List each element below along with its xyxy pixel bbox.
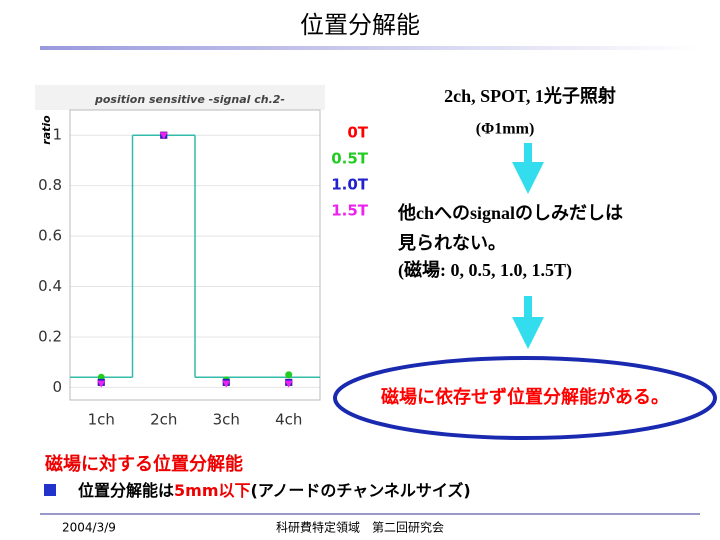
y-tick-label: 0.4: [38, 277, 62, 295]
x-tick-label: 2ch: [150, 411, 177, 429]
point: [97, 380, 106, 388]
y-tick-label: 0.6: [38, 227, 62, 245]
finding: 他chへのsignalのしみだしは: [397, 202, 623, 223]
chart: position sensitive -signal ch.2- ratio 0 0.…: [35, 85, 369, 435]
legend-label: 1.5T: [331, 202, 369, 220]
y-tick-label: 1: [52, 126, 62, 144]
chart-title: position sensitive -signal ch.2-: [94, 93, 285, 106]
x-tick-label: 3ch: [213, 411, 240, 429]
point: [159, 132, 168, 140]
x-tick-label: 1ch: [88, 411, 115, 429]
title-rule: [40, 46, 700, 50]
footer-date: 2004/3/9: [62, 521, 116, 535]
bullet-part: (アノードのチャンネルサイズ): [251, 481, 471, 500]
y-axis-label: ratio: [40, 115, 53, 145]
footer-event: 科研費特定領域 第二回研究会: [276, 520, 444, 535]
bullet-part: 5mm以下: [174, 481, 250, 500]
y-tick-label: 0.2: [38, 327, 62, 345]
plot-frame: [69, 109, 321, 401]
legend-label: 0.5T: [331, 150, 369, 168]
conclusion: 磁場に依存せず位置分解能がある。: [381, 386, 669, 408]
slide-title: 位置分解能: [300, 11, 420, 39]
legend-label: 0T: [347, 124, 368, 142]
point: [284, 380, 293, 388]
fields: (磁場: 0, 0.5, 1.0, 1.5T): [398, 259, 572, 281]
point: [222, 380, 231, 388]
y-tick-label: 0.8: [38, 176, 62, 194]
bullet-part: 位置分解能は: [78, 481, 174, 500]
bullet-icon: [44, 484, 56, 496]
section-heading: 磁場に対する位置分解能: [45, 453, 243, 475]
y-tick-label: 0: [52, 378, 62, 396]
x-tick-label: 4ch: [275, 411, 302, 429]
highlight-ellipse: [333, 356, 717, 440]
spot: (Φ1mm): [476, 121, 535, 138]
condition: 2ch, SPOT, 1光子照射: [444, 85, 616, 106]
finding: 見られない。: [397, 233, 506, 253]
legend-label: 1.0T: [331, 176, 369, 194]
point: [285, 371, 293, 379]
bullet-text: 位置分解能は5mm以下(アノードのチャンネルサイズ): [78, 481, 471, 500]
chart-panel: [35, 85, 325, 435]
chart-header: [35, 85, 325, 110]
